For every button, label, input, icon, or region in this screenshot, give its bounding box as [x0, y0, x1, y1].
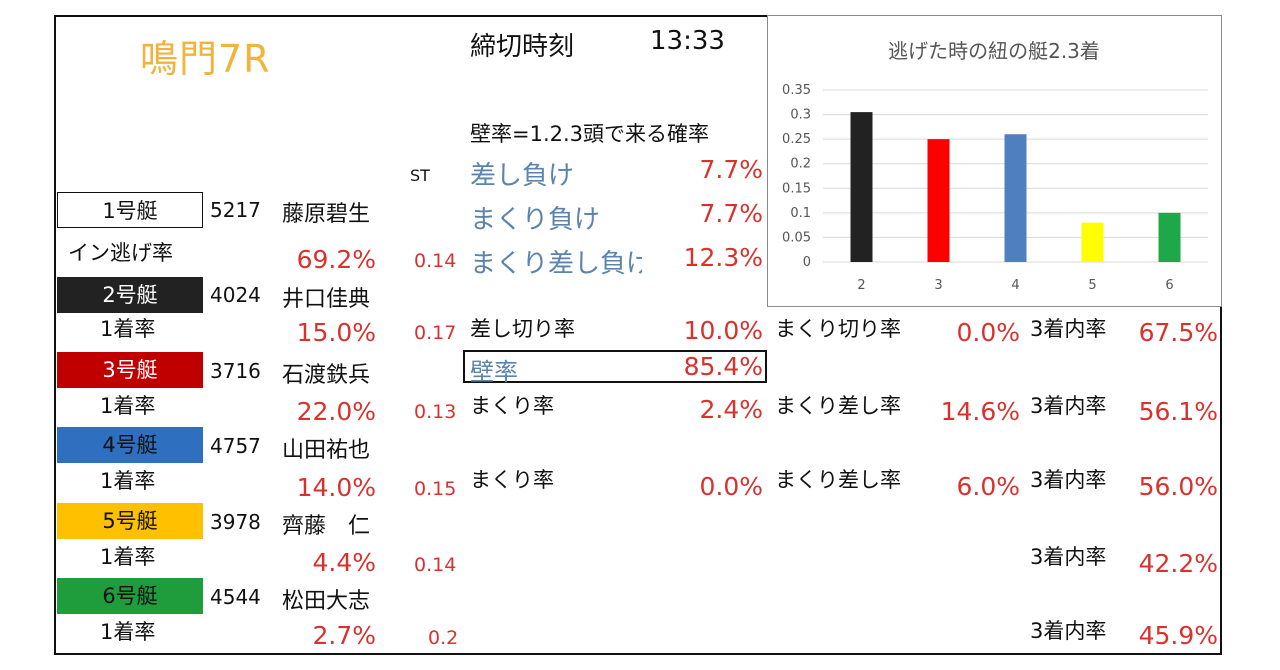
boat-3-top3-label: 3着内率 — [1030, 394, 1107, 418]
boat-2-name: 井口佳典 — [282, 287, 371, 312]
lose-makurisashi-label: まくり差し負け — [470, 249, 642, 279]
boat-6-st: 0.2 — [428, 627, 459, 649]
boat-4-reg: 4757 — [210, 434, 261, 458]
boat-3-rate-label: 1着率 — [100, 394, 156, 418]
boat-3-makurisashi-label: まくり差し率 — [775, 394, 901, 418]
boat-2-reg: 4024 — [210, 283, 261, 307]
deadline-time: 13:33 — [650, 26, 725, 56]
boat-2-sashi-label: 差し切り率 — [470, 317, 575, 341]
boat-6-name: 松田大志 — [282, 589, 371, 614]
chart-y-tick-label: 0.35 — [782, 83, 811, 98]
chart-x-tick-label: 3 — [934, 278, 942, 293]
chart-y-tick-label: 0.25 — [782, 132, 811, 147]
chart-x-tick-label: 6 — [1165, 278, 1173, 293]
boat-5-rate: 4.4% — [312, 548, 376, 577]
boat-5-st: 0.14 — [414, 554, 457, 576]
boat-5-top3-value: 42.2% — [1138, 549, 1218, 578]
boat-6-rate-label: 1着率 — [100, 620, 156, 644]
boat-3-badge: 3号艇 — [57, 352, 203, 388]
boat-6-badge: 6号艇 — [57, 578, 203, 614]
deadline-label: 締切時刻 — [470, 32, 575, 62]
boat-6-rate: 2.7% — [312, 621, 376, 650]
chart-bar-3 — [927, 139, 950, 262]
boat-3-makuri-value: 2.4% — [699, 395, 763, 424]
boat-1-badge: 1号艇 — [57, 192, 203, 228]
boat-2-makuri-value: 0.0% — [956, 318, 1020, 347]
chart-bar-2 — [850, 112, 873, 262]
wall-definition: 壁率=1.2.3頭で来る確率 — [470, 122, 710, 146]
boat-3-makuri-label: まくり率 — [470, 394, 554, 418]
boat-5-reg: 3978 — [210, 510, 261, 534]
chart-x-tick-label: 2 — [857, 278, 865, 293]
boat-4-rate-label: 1着率 — [100, 469, 156, 493]
lose-makurisashi-value: 12.3% — [683, 243, 763, 272]
boat-2-rate-label: 1着率 — [100, 317, 156, 341]
boat-4-makuri-label: まくり率 — [470, 468, 554, 492]
boat-1-reg: 5217 — [210, 198, 261, 222]
boat-4-badge: 4号艇 — [57, 427, 203, 463]
boat-4-makuri-value: 0.0% — [699, 472, 763, 501]
boat-1-rate: 69.2% — [296, 245, 376, 274]
boat-2-makuri-label: まくり切り率 — [775, 317, 901, 341]
chart-y-tick-label: 0.1 — [790, 206, 811, 221]
chart-y-tick-label: 0.2 — [790, 157, 811, 172]
boat-2-top3-value: 67.5% — [1138, 318, 1218, 347]
st-header: ST — [410, 166, 430, 185]
chart-bar-5 — [1081, 222, 1104, 262]
chart-y-tick-label: 0.05 — [782, 230, 811, 245]
boat-3-makurisashi-value: 14.6% — [940, 397, 1020, 426]
boat-4-st: 0.15 — [414, 478, 457, 500]
chart-y-tick-label: 0.15 — [782, 181, 811, 196]
boat-6-top3-label: 3着内率 — [1030, 619, 1107, 643]
chart-x-tick-label: 5 — [1088, 278, 1096, 293]
boat-3-name: 石渡鉄兵 — [282, 363, 371, 388]
boat-3-reg: 3716 — [210, 359, 261, 383]
lose-sashi-value: 7.7% — [699, 155, 763, 184]
boat-4-makurisashi-label: まくり差し率 — [775, 468, 901, 492]
lose-sashi-label: 差し負け — [470, 161, 575, 191]
boat-4-rate: 14.0% — [296, 473, 376, 502]
boat-4-makurisashi-value: 6.0% — [956, 472, 1020, 501]
chart-bar-4 — [1004, 134, 1027, 262]
chart-title: 逃げた時の紐の艇2.3着 — [888, 39, 1100, 63]
boat-5-badge: 5号艇 — [57, 503, 203, 539]
race-title: 鳴門7R — [140, 37, 271, 81]
sheet-frame — [54, 15, 1222, 655]
chart-x-tick-label: 4 — [1011, 278, 1019, 293]
boat-6-top3-value: 45.9% — [1138, 621, 1218, 650]
lose-makuri-label: まくり負け — [470, 205, 601, 235]
wall-rate-value: 85.4% — [683, 352, 763, 381]
boat-1-rate-label: イン逃げ率 — [68, 241, 173, 265]
boat-2-top3-label: 3着内率 — [1030, 317, 1107, 341]
boat-5-top3-label: 3着内率 — [1030, 545, 1107, 569]
lose-makuri-value: 7.7% — [699, 199, 763, 228]
boat-3-rate: 22.0% — [296, 397, 376, 426]
boat-2-st: 0.17 — [414, 322, 457, 344]
boat-3-top3-value: 56.1% — [1138, 397, 1218, 426]
boat-1-st: 0.14 — [414, 250, 457, 272]
escape-chart: 逃げた時の紐の艇2.3着 0 0.05 0.1 0.15 0.2 0.25 0.3 0.35 2… — [767, 15, 1222, 307]
boat-2-badge: 2号艇 — [57, 277, 203, 313]
boat-1-name: 藤原碧生 — [282, 202, 371, 227]
boat-2-sashi-value: 10.0% — [683, 316, 763, 345]
boat-3-st: 0.13 — [414, 401, 457, 423]
wall-rate-label: 壁率 — [470, 358, 518, 386]
boat-4-top3-value: 56.0% — [1138, 472, 1218, 501]
escape-chart-svg: 逃げた時の紐の艇2.3着 0 0.05 0.1 0.15 0.2 0.25 0.3 0.35 2… — [782, 39, 1208, 293]
boat-5-name: 齊藤 仁 — [282, 514, 371, 539]
chart-y-tick-label: 0 — [803, 255, 811, 270]
boat-6-reg: 4544 — [210, 585, 261, 609]
boat-4-name: 山田祐也 — [282, 438, 371, 463]
chart-bar-6 — [1158, 212, 1181, 262]
boat-5-rate-label: 1着率 — [100, 545, 156, 569]
chart-y-tick-label: 0.3 — [790, 108, 811, 123]
boat-2-rate: 15.0% — [296, 318, 376, 347]
wall-rate-box — [463, 350, 767, 383]
boat-4-top3-label: 3着内率 — [1030, 468, 1107, 492]
